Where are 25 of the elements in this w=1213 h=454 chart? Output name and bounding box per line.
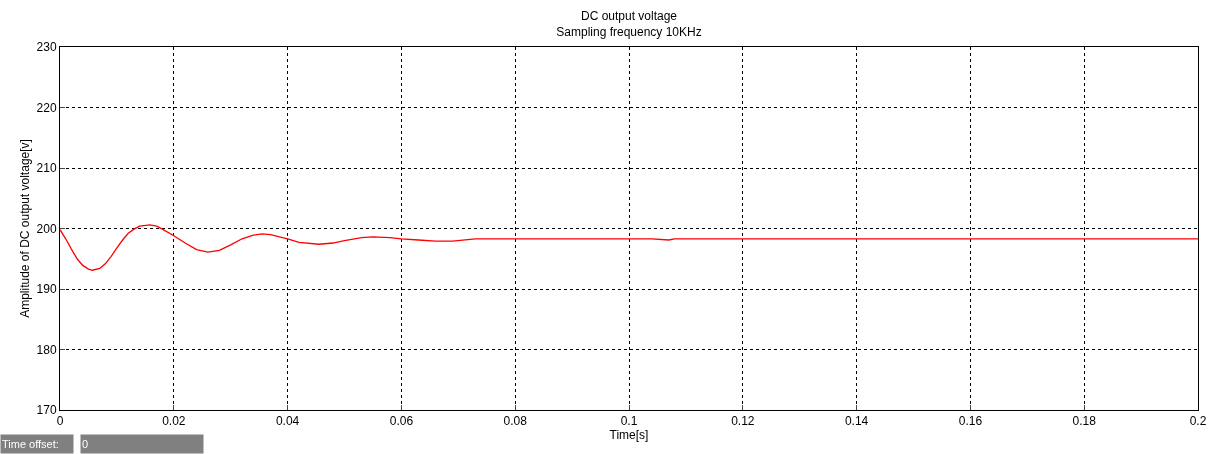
x-tick-label: 0.08 — [503, 414, 528, 429]
x-tick-label: 0.06 — [389, 414, 414, 429]
text: 0 — [82, 438, 89, 450]
x-tick-label: 0.02 — [162, 414, 186, 429]
y-tick-label: 200 — [36, 221, 57, 236]
y-tick-label: 220 — [36, 100, 57, 115]
y-tick-label: 210 — [36, 161, 57, 176]
x-tick-label: 0.14 — [844, 414, 869, 429]
x-tick-label: 0.18 — [1072, 414, 1097, 429]
y-tick-label: 180 — [36, 342, 57, 357]
x-tick-label: 0.2 — [1189, 414, 1207, 429]
line-series — [60, 224, 1198, 271]
y-tick-label: 230 — [36, 40, 57, 55]
chart-title: DC output voltage — [580, 9, 678, 24]
y-tick-label: 190 — [36, 282, 57, 297]
x-tick-label: 0.04 — [275, 414, 300, 429]
x-tick-label: 0.16 — [958, 414, 983, 429]
x-axis-title: Time[s] — [609, 428, 649, 443]
x-tick-label: 0.12 — [731, 414, 755, 429]
chart-subtitle: Sampling frequency 10KHz — [556, 25, 702, 40]
y-tick-label: 170 — [36, 403, 57, 418]
x-tick-label: 0.1 — [620, 414, 638, 429]
y-axis-title: Amplitude of DC output voltage[v] — [17, 139, 32, 318]
text: Time offset: — [2, 438, 59, 450]
x-tick-label: 0 — [56, 414, 64, 429]
